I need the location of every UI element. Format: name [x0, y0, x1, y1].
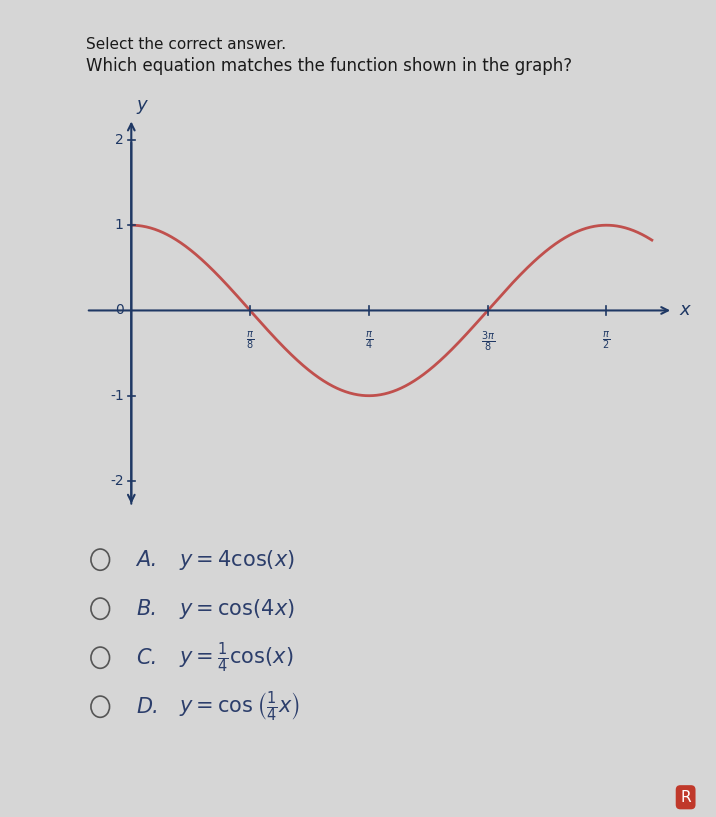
Text: R: R	[680, 790, 691, 805]
Text: $y = \cos(4x)$: $y = \cos(4x)$	[179, 596, 295, 621]
Text: $y$: $y$	[136, 98, 149, 116]
Text: 2: 2	[115, 133, 124, 147]
Text: Select the correct answer.: Select the correct answer.	[86, 37, 286, 51]
Text: B.: B.	[136, 599, 157, 618]
Text: Which equation matches the function shown in the graph?: Which equation matches the function show…	[86, 57, 572, 75]
Text: -1: -1	[110, 389, 124, 403]
Text: $\frac{\pi}{4}$: $\frac{\pi}{4}$	[365, 329, 373, 351]
Text: -2: -2	[110, 474, 124, 488]
Text: 1: 1	[115, 218, 124, 232]
Text: $x$: $x$	[679, 301, 692, 319]
Text: D.: D.	[136, 697, 159, 717]
Text: 0: 0	[115, 303, 124, 318]
Text: $y = \cos\left(\frac{1}{4}x\right)$: $y = \cos\left(\frac{1}{4}x\right)$	[179, 690, 300, 724]
Text: $\frac{\pi}{8}$: $\frac{\pi}{8}$	[246, 329, 254, 351]
Text: $y = \frac{1}{4}\cos(x)$: $y = \frac{1}{4}\cos(x)$	[179, 641, 294, 675]
Text: C.: C.	[136, 648, 158, 667]
Text: $\frac{\pi}{2}$: $\frac{\pi}{2}$	[602, 329, 611, 351]
Text: A.: A.	[136, 550, 158, 569]
Text: $\frac{3\pi}{8}$: $\frac{3\pi}{8}$	[480, 329, 495, 354]
Text: $y = 4\cos(x)$: $y = 4\cos(x)$	[179, 547, 295, 572]
